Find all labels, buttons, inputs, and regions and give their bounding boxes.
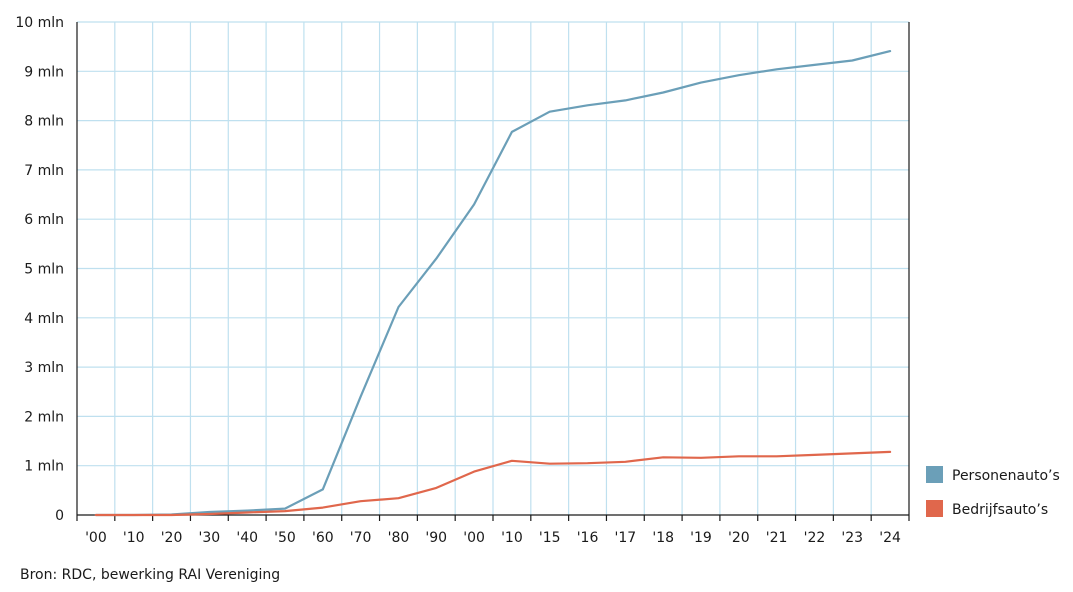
x-tick-label: '40 — [236, 530, 258, 546]
y-tick-label: 0 — [55, 508, 64, 524]
x-tick-label: '17 — [615, 530, 637, 546]
legend-swatch — [926, 500, 943, 517]
x-tick-label: '23 — [841, 530, 863, 546]
x-tick-label: '22 — [804, 530, 826, 546]
legend-label: Personenauto’s — [952, 468, 1060, 484]
x-tick-label: '24 — [879, 530, 901, 546]
series-line-0 — [94, 49, 892, 517]
x-tick-label: '60 — [312, 530, 334, 546]
x-tick-label: '90 — [425, 530, 447, 546]
y-tick-label: 4 mln — [24, 311, 64, 327]
x-tick-label: '21 — [766, 530, 788, 546]
x-tick-label: '20 — [728, 530, 750, 546]
y-tick-label: 5 mln — [24, 262, 64, 278]
chart-grid — [77, 21, 909, 515]
y-tick-label: 1 mln — [24, 459, 64, 475]
x-tick-label: '80 — [388, 530, 410, 546]
y-tick-label: 9 mln — [24, 64, 64, 80]
chart-series-lines — [94, 49, 892, 517]
x-tick-label: '10 — [501, 530, 523, 546]
legend-swatch — [926, 466, 943, 483]
x-tick-label: '70 — [350, 530, 372, 546]
x-tick-label: '16 — [577, 530, 599, 546]
legend-label: Bedrijfsauto’s — [952, 502, 1048, 518]
chart-axes — [76, 22, 910, 521]
x-tick-label: '18 — [652, 530, 674, 546]
x-tick-label: '15 — [539, 530, 561, 546]
y-tick-label: 10 mln — [15, 15, 64, 31]
y-axis-tick-labels: 0 1 mln 2 mln 3 mln 4 mln 5 mln 6 mln 7 mln 8 ml… — [15, 15, 64, 524]
x-tick-label: '50 — [274, 530, 296, 546]
x-tick-label: '20 — [161, 530, 183, 546]
y-tick-label: 8 mln — [24, 114, 64, 130]
x-axis-tick-labels: '00 '10 '20 '30 '40 '50 '60 '70 '80 '90 '00 '10 '15 '… — [85, 530, 901, 546]
y-tick-label: 2 mln — [24, 409, 64, 425]
source-note: Bron: RDC, bewerking RAI Vereniging — [20, 567, 281, 583]
x-tick-label: '00 — [463, 530, 485, 546]
y-tick-label: 7 mln — [24, 163, 64, 179]
y-tick-label: 6 mln — [24, 212, 64, 228]
chart-legend: Personenauto’s Bedrijfsauto’s — [926, 466, 1060, 518]
y-tick-label: 3 mln — [24, 360, 64, 376]
x-tick-label: '30 — [199, 530, 221, 546]
x-tick-label: '19 — [690, 530, 712, 546]
x-tick-label: '10 — [123, 530, 145, 546]
x-tick-label: '00 — [85, 530, 107, 546]
series-line-1 — [94, 450, 892, 517]
